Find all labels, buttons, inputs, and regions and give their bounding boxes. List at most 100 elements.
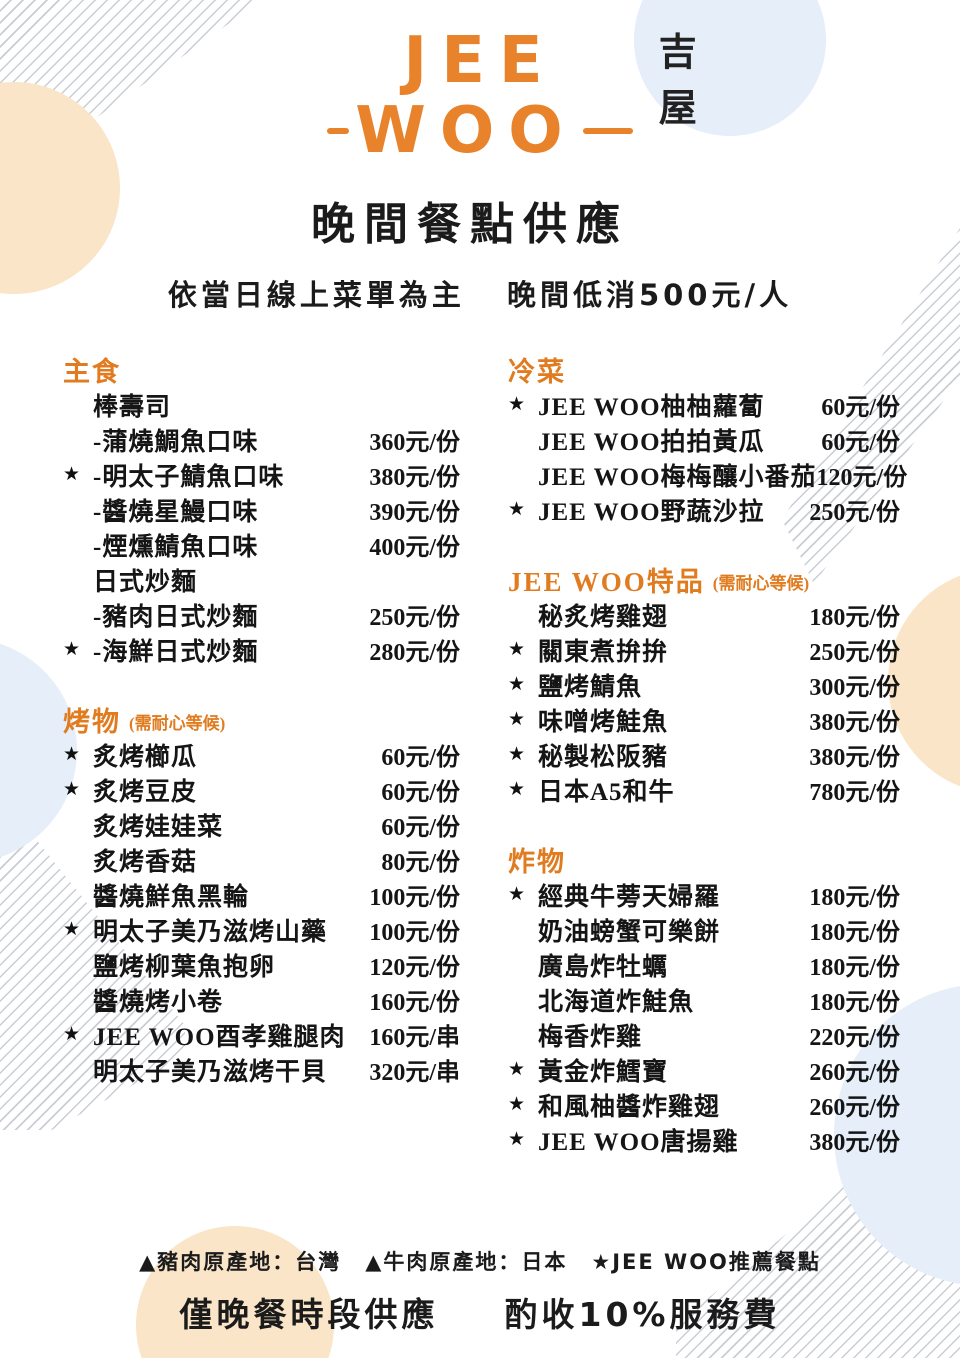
item-name: -明太子鯖魚口味 (93, 463, 285, 491)
item-name: 秘製松阪豬 (538, 743, 669, 771)
logo: JEE WOO 吉 屋 (0, 26, 960, 166)
item-name: 經典牛蒡天婦羅 (538, 883, 721, 911)
star-icon: ★ (508, 1129, 526, 1150)
item-name: 棒壽司 (93, 393, 172, 421)
item-price: 400元/份 (369, 535, 460, 561)
item-name: -煙燻鯖魚口味 (93, 533, 259, 561)
item-price: 260元/份 (809, 1095, 900, 1121)
star-icon: ★ (508, 639, 526, 660)
item-price: 300元/份 (809, 675, 900, 701)
menu-item-row: 奶油螃蟹可樂餅 180元/份 (508, 912, 900, 947)
menu-item-row: ★ -明太子鯖魚口味 380元/份 (63, 457, 460, 492)
item-price: 380元/份 (809, 1130, 900, 1156)
item-price: 180元/份 (809, 955, 900, 981)
menu-item-row: ★ 關東煮拚拚 250元/份 (508, 632, 900, 667)
menu-item-row: 梅香炸雞 220元/份 (508, 1017, 900, 1052)
item-price: 100元/份 (369, 920, 460, 946)
logo-woo-text: WOO (355, 94, 577, 168)
item-price: 180元/份 (809, 605, 900, 631)
logo-dash-right (582, 128, 633, 134)
star-icon: ★ (63, 779, 81, 800)
page-title: 晚間餐點供應 (311, 199, 629, 250)
item-price: 250元/份 (809, 500, 900, 526)
item-name: JEE WOO野蔬沙拉 (538, 498, 765, 526)
item-name: 炙烤娃娃菜 (93, 813, 224, 841)
section-title: JEE WOO特品 (508, 567, 705, 597)
logo-char-ji: 吉 (658, 30, 697, 74)
menu-item-row: ★ JEE WOO酉孝雞腿肉 160元/串 (63, 1017, 460, 1052)
item-name: 鹽烤鯖魚 (538, 673, 643, 701)
star-icon: ★ (508, 674, 526, 695)
logo-char-wu: 屋 (658, 86, 697, 130)
menu-item-row: JEE WOO拍拍黃瓜 60元/份 (508, 422, 900, 457)
item-name: -海鮮日式炒麵 (93, 638, 259, 666)
item-price: 260元/份 (809, 1060, 900, 1086)
section-note: (需耐心等候) (712, 574, 810, 593)
menu-item-row: ★ 味噌烤鮭魚 380元/份 (508, 702, 900, 737)
item-price: 220元/份 (809, 1025, 900, 1051)
menu-item-row: JEE WOO梅梅釀小番茄 120元/份 (508, 457, 907, 492)
menu-item-row: ★ 鹽烤鯖魚 300元/份 (508, 667, 900, 702)
item-price: 60元/份 (381, 815, 460, 841)
item-name: 炙烤櫛瓜 (93, 743, 198, 771)
menu-section: 主食 棒壽司 -蒲燒鯛魚口味 360元/份 ★ -明太子鯖魚口味 380元/份 -醬燒星鰻口味… (63, 352, 460, 667)
logo-jee-text: JEE (403, 24, 557, 98)
item-name: 醬燒鮮魚黑輪 (93, 883, 250, 911)
star-icon: ★ (63, 919, 81, 940)
item-name: JEE WOO柚柚蘿蔔 (538, 393, 765, 421)
section-title: 炸物 (508, 847, 566, 877)
item-price: 280元/份 (369, 640, 460, 666)
footer-legend-item: ▲牛肉原產地：日本 (365, 1250, 568, 1274)
star-icon: ★ (63, 1024, 81, 1045)
menu-item-row: ★ 秘製松阪豬 380元/份 (508, 737, 900, 772)
item-name: JEE WOO酉孝雞腿肉 (93, 1023, 346, 1051)
item-price: 250元/份 (369, 605, 460, 631)
item-price: 100元/份 (369, 885, 460, 911)
menu-item-row: 廣島炸牡蠣 180元/份 (508, 947, 900, 982)
section-header: 冷菜 (508, 352, 900, 387)
item-price: 380元/份 (809, 710, 900, 736)
item-price: 180元/份 (809, 885, 900, 911)
menu-section: JEE WOO特品 (需耐心等候) 秘炙烤雞翅 180元/份 ★ 關東煮拚拚 250元/份 ★… (508, 562, 900, 807)
item-price: 120元/份 (816, 465, 908, 491)
menu-item-row: ★ JEE WOO野蔬沙拉 250元/份 (508, 492, 900, 527)
star-icon: ★ (508, 1059, 526, 1080)
item-name: 梅香炸雞 (538, 1023, 643, 1051)
item-name: 關東煮拚拚 (538, 638, 669, 666)
item-name: JEE WOO梅梅釀小番茄 (538, 463, 817, 491)
item-name: 北海道炸鮭魚 (538, 988, 695, 1016)
menu-item-row: 明太子美乃滋烤干貝 320元/串 (63, 1052, 460, 1087)
item-name: 日本A5和牛 (538, 778, 675, 806)
item-name: 廣島炸牡蠣 (538, 953, 669, 981)
menu-column-right: 冷菜 ★ JEE WOO柚柚蘿蔔 60元/份 JEE WOO拍拍黃瓜 60元/份 JEE W… (508, 352, 907, 1157)
item-name: 秘炙烤雞翅 (538, 603, 669, 631)
menu-item-row: 秘炙烤雞翅 180元/份 (508, 597, 900, 632)
item-name: 和風柚醬炸雞翅 (538, 1093, 721, 1121)
item-name: -豬肉日式炒麵 (93, 603, 259, 631)
star-icon: ★ (508, 884, 526, 905)
menu-item-row: 醬燒烤小卷 160元/份 (63, 982, 460, 1017)
item-name: 醬燒烤小卷 (93, 988, 224, 1016)
item-price: 250元/份 (809, 640, 900, 666)
menu-item-row: 醬燒鮮魚黑輪 100元/份 (63, 877, 460, 912)
footer-legend: ▲豬肉原產地：台灣 ▲牛肉原產地：日本 ★JEE WOO推薦餐點 (0, 1246, 960, 1276)
item-name: 鹽烤柳葉魚抱卵 (93, 953, 276, 981)
section-header: 主食 (63, 352, 460, 387)
menu-item-row: -蒲燒鯛魚口味 360元/份 (63, 422, 460, 457)
item-price: 180元/份 (809, 990, 900, 1016)
menu-item-row: ★ 炙烤豆皮 60元/份 (63, 772, 460, 807)
subtitle-minimum-charge: 晚間低消500元/人 (506, 278, 793, 312)
footer-legend-item: ▲豬肉原產地：台灣 (139, 1250, 342, 1274)
item-name: -蒲燒鯛魚口味 (93, 428, 259, 456)
star-icon: ★ (508, 394, 526, 415)
item-price: 60元/份 (821, 395, 900, 421)
item-price: 360元/份 (369, 430, 460, 456)
menu-item-row: ★ 和風柚醬炸雞翅 260元/份 (508, 1087, 900, 1122)
menu-item-row: 炙烤香菇 80元/份 (63, 842, 460, 877)
menu-item-row: 鹽烤柳葉魚抱卵 120元/份 (63, 947, 460, 982)
item-price: 80元/份 (381, 850, 460, 876)
menu-section: 炸物 ★ 經典牛蒡天婦羅 180元/份 奶油螃蟹可樂餅 180元/份 廣島炸牡蠣 180元/份… (508, 842, 900, 1157)
footer-service-charge: 酌收10%服務費 (504, 1295, 781, 1334)
menu-item-row: 日式炒麵 (63, 562, 460, 597)
